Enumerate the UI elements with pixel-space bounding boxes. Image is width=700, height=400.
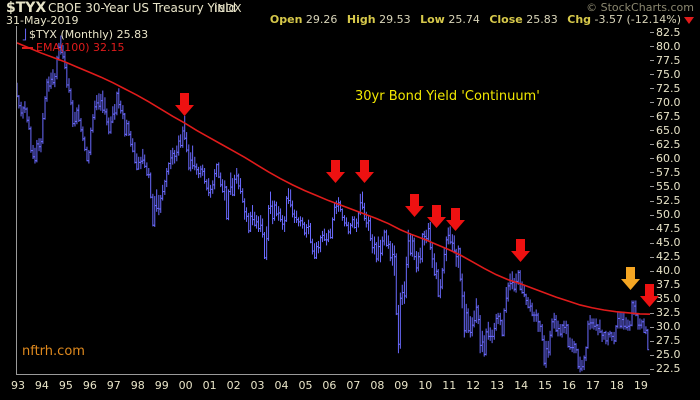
x-axis-tick: 04 [274, 379, 289, 392]
legend-ema-label: EMA(100) 32.15 [36, 41, 125, 54]
x-axis-tick: 16 [562, 379, 577, 392]
quote-date: 31-May-2019 [6, 14, 79, 27]
y-axis-tick: 57.5 [650, 166, 681, 179]
change-label: Chg [567, 13, 592, 26]
price-chart-svg [15, 35, 651, 373]
x-axis-tick: 17 [585, 379, 600, 392]
arrow-2007-marker [354, 160, 374, 184]
x-axis-tick: 07 [346, 379, 361, 392]
y-axis-tick: 32.5 [650, 306, 681, 319]
x-axis-tick: 19 [633, 379, 648, 392]
y-axis-tick: 67.5 [650, 110, 681, 123]
y-axis-tick: 47.5 [650, 222, 681, 235]
y-axis-tick: 25.0 [650, 348, 681, 361]
symbol-ticker: $TYX [6, 0, 47, 16]
chart-annotation-title: 30yr Bond Yield 'Continuum' [355, 89, 540, 104]
x-axis-tick: 05 [298, 379, 313, 392]
y-axis-tick: 52.5 [650, 194, 681, 207]
x-axis-tick: 11 [442, 379, 457, 392]
chart-legend: ⎦ $TYX (Monthly) 25.83 EMA(100) 32.15 [22, 28, 148, 54]
y-axis-tick: 45.0 [650, 236, 681, 249]
ema-100-line [16, 42, 651, 316]
arrow-2000-marker [175, 92, 195, 116]
y-axis-tick: 30.0 [650, 320, 681, 333]
y-axis-tick: 40.0 [650, 264, 681, 277]
symbol-description: CBOE 30-Year US Treasury Yield [48, 1, 237, 15]
arrow-2009-marker [405, 193, 425, 217]
x-axis-tick: 93 [10, 379, 25, 392]
close-label: Close [489, 13, 523, 26]
open-value: 29.26 [305, 13, 338, 26]
x-axis-tick: 99 [154, 379, 169, 392]
plot-area [15, 26, 651, 374]
y-axis-tick: 70.0 [650, 96, 681, 109]
legend-ema-row: EMA(100) 32.15 [22, 41, 148, 54]
symbol-type: INDX [214, 2, 242, 15]
y-axis-tick: 62.5 [650, 138, 681, 151]
down-triangle-icon [684, 16, 694, 24]
y-axis-tick: 80.0 [650, 40, 681, 53]
ema-line-icon [22, 47, 33, 49]
x-axis-tick: 03 [250, 379, 265, 392]
y-axis-tick: 50.0 [650, 208, 681, 221]
arrow-2014-marker [510, 238, 530, 262]
y-axis-tick: 72.5 [650, 82, 681, 95]
low-label: Low [420, 13, 445, 26]
low-value: 25.74 [448, 13, 480, 26]
y-axis-tick: 75.0 [650, 68, 681, 81]
legend-price-label: $TYX (Monthly) 25.83 [29, 28, 149, 41]
x-axis-tick: 09 [394, 379, 409, 392]
x-axis-tick: 02 [226, 379, 241, 392]
x-axis-tick: 06 [322, 379, 337, 392]
x-axis-tick: 94 [34, 379, 49, 392]
x-axis-tick: 18 [609, 379, 624, 392]
y-axis: 82.5 80.0 77.5 75.0 72.5 70.0 67.5 65.0 62.5 60.0… [650, 26, 700, 375]
ohlc-quote-bar: Open 29.26 High 29.53 Low 25.74 Close 25… [264, 13, 694, 26]
site-watermark: nftrh.com [22, 344, 85, 359]
ohlc-bars-group [15, 35, 650, 373]
bar-series-icon: ⎦ [22, 30, 27, 41]
change-value: -3.57 (-12.14%) [594, 13, 681, 26]
y-axis-tick: 42.5 [650, 250, 681, 263]
x-axis-tick: 14 [514, 379, 529, 392]
arrow-2018-marker [620, 266, 640, 290]
y-axis-tick: 60.0 [650, 152, 681, 165]
x-axis-tick: 97 [106, 379, 121, 392]
x-axis-tick: 13 [490, 379, 505, 392]
y-axis-tick: 77.5 [650, 54, 681, 67]
x-axis-tick: 00 [178, 379, 193, 392]
x-axis-tick: 96 [82, 379, 97, 392]
y-axis-tick: 65.0 [650, 124, 681, 137]
y-axis-tick: 27.5 [650, 334, 681, 347]
x-axis-tick: 10 [418, 379, 433, 392]
stockcharts-watermark: © StockCharts.com [586, 1, 694, 14]
arrow-2019-marker [640, 283, 660, 307]
x-axis: 93 94 95 96 97 98 99 00 01 02 03 04 05 06 07 08 09 10 11 12… [0, 376, 700, 400]
high-value: 29.53 [379, 13, 411, 26]
y-axis-tick: 22.5 [650, 362, 681, 375]
x-axis-tick: 12 [466, 379, 481, 392]
x-axis-tick: 01 [202, 379, 217, 392]
legend-price-row: ⎦ $TYX (Monthly) 25.83 [22, 28, 148, 41]
arrow-2011-marker [445, 207, 465, 231]
x-axis-tick: 98 [130, 379, 145, 392]
y-axis-tick: 55.0 [650, 180, 681, 193]
chart-header: $TYX CBOE 30-Year US Treasury Yield INDX… [0, 0, 700, 27]
high-label: High [346, 13, 376, 26]
x-axis-tick: 08 [370, 379, 385, 392]
open-label: Open [269, 13, 303, 26]
x-axis-tick: 15 [538, 379, 553, 392]
plot-frame [16, 26, 650, 375]
close-value: 25.83 [526, 13, 558, 26]
x-axis-tick: 95 [58, 379, 73, 392]
arrow-2006-marker [326, 160, 346, 184]
arrow-2010-marker [426, 205, 446, 229]
y-axis-tick: 82.5 [650, 26, 681, 39]
